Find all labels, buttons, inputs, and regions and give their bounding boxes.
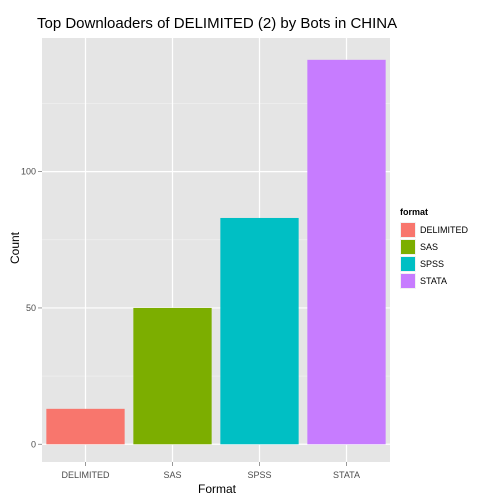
x-axis: DELIMITED SAS SPSS STATA [61, 462, 360, 480]
bar-sas [133, 307, 212, 445]
y-tick-label: 0 [31, 439, 36, 449]
x-tick-label: DELIMITED [61, 470, 110, 480]
legend-label: SPSS [420, 259, 444, 269]
bar-stata [307, 59, 386, 445]
legend-label: DELIMITED [420, 225, 469, 235]
x-axis-title: Format [198, 482, 237, 496]
x-tick-label: SPSS [247, 470, 271, 480]
legend-key-stata [401, 274, 415, 288]
legend-label: SAS [420, 242, 438, 252]
chart-title: Top Downloaders of DELIMITED (2) by Bots… [37, 15, 397, 32]
y-tick-label: 50 [26, 303, 36, 313]
y-tick-label: 100 [21, 167, 36, 177]
legend-key-delimited [401, 223, 415, 237]
y-axis-title: Count [8, 231, 22, 264]
legend-label: STATA [420, 276, 447, 286]
x-tick-label: SAS [163, 470, 181, 480]
legend-key-sas [401, 240, 415, 254]
bars [46, 59, 386, 445]
legend-title: format [400, 207, 428, 217]
bar-delimited [46, 408, 125, 445]
legend: format DELIMITED SAS SPSS STATA [400, 207, 469, 289]
y-axis: 0 50 100 [21, 167, 42, 449]
legend-key-spss [401, 257, 415, 271]
bar-spss [220, 217, 299, 445]
x-tick-label: STATA [333, 470, 360, 480]
